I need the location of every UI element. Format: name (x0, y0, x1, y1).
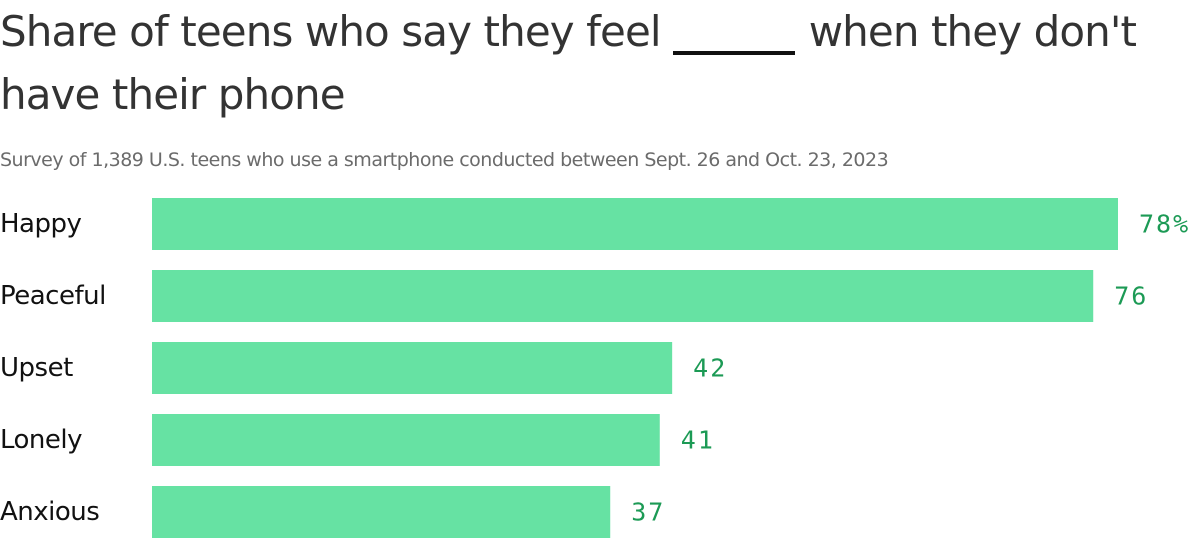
bar-lonely (152, 414, 660, 466)
category-label-happy: Happy (0, 209, 81, 239)
category-label-lonely: Lonely (0, 425, 82, 455)
bar-upset (152, 342, 673, 394)
bar-anxious (152, 486, 611, 538)
category-label-upset: Upset (0, 353, 73, 383)
bar-peaceful (152, 270, 1094, 322)
value-label-happy: 78% (1139, 210, 1190, 239)
value-label-upset: 42 (693, 354, 727, 383)
chart-subtitle: Survey of 1,389 U.S. teens who use a sma… (0, 149, 889, 171)
value-label-lonely: 41 (681, 426, 715, 455)
chart-title-part1: Share of teens who say they feel (0, 7, 662, 56)
category-label-anxious: Anxious (0, 497, 99, 527)
category-label-peaceful: Peaceful (0, 281, 106, 311)
bar-happy (152, 198, 1118, 250)
chart-title: Share of teens who say they feel when the… (0, 0, 1200, 126)
value-label-anxious: 37 (631, 498, 665, 527)
title-blank-line (672, 51, 795, 55)
chart-title-part2: when they don't (808, 7, 1137, 56)
chart-title-line2: have their phone (0, 70, 346, 119)
value-label-peaceful: 76 (1114, 282, 1148, 311)
